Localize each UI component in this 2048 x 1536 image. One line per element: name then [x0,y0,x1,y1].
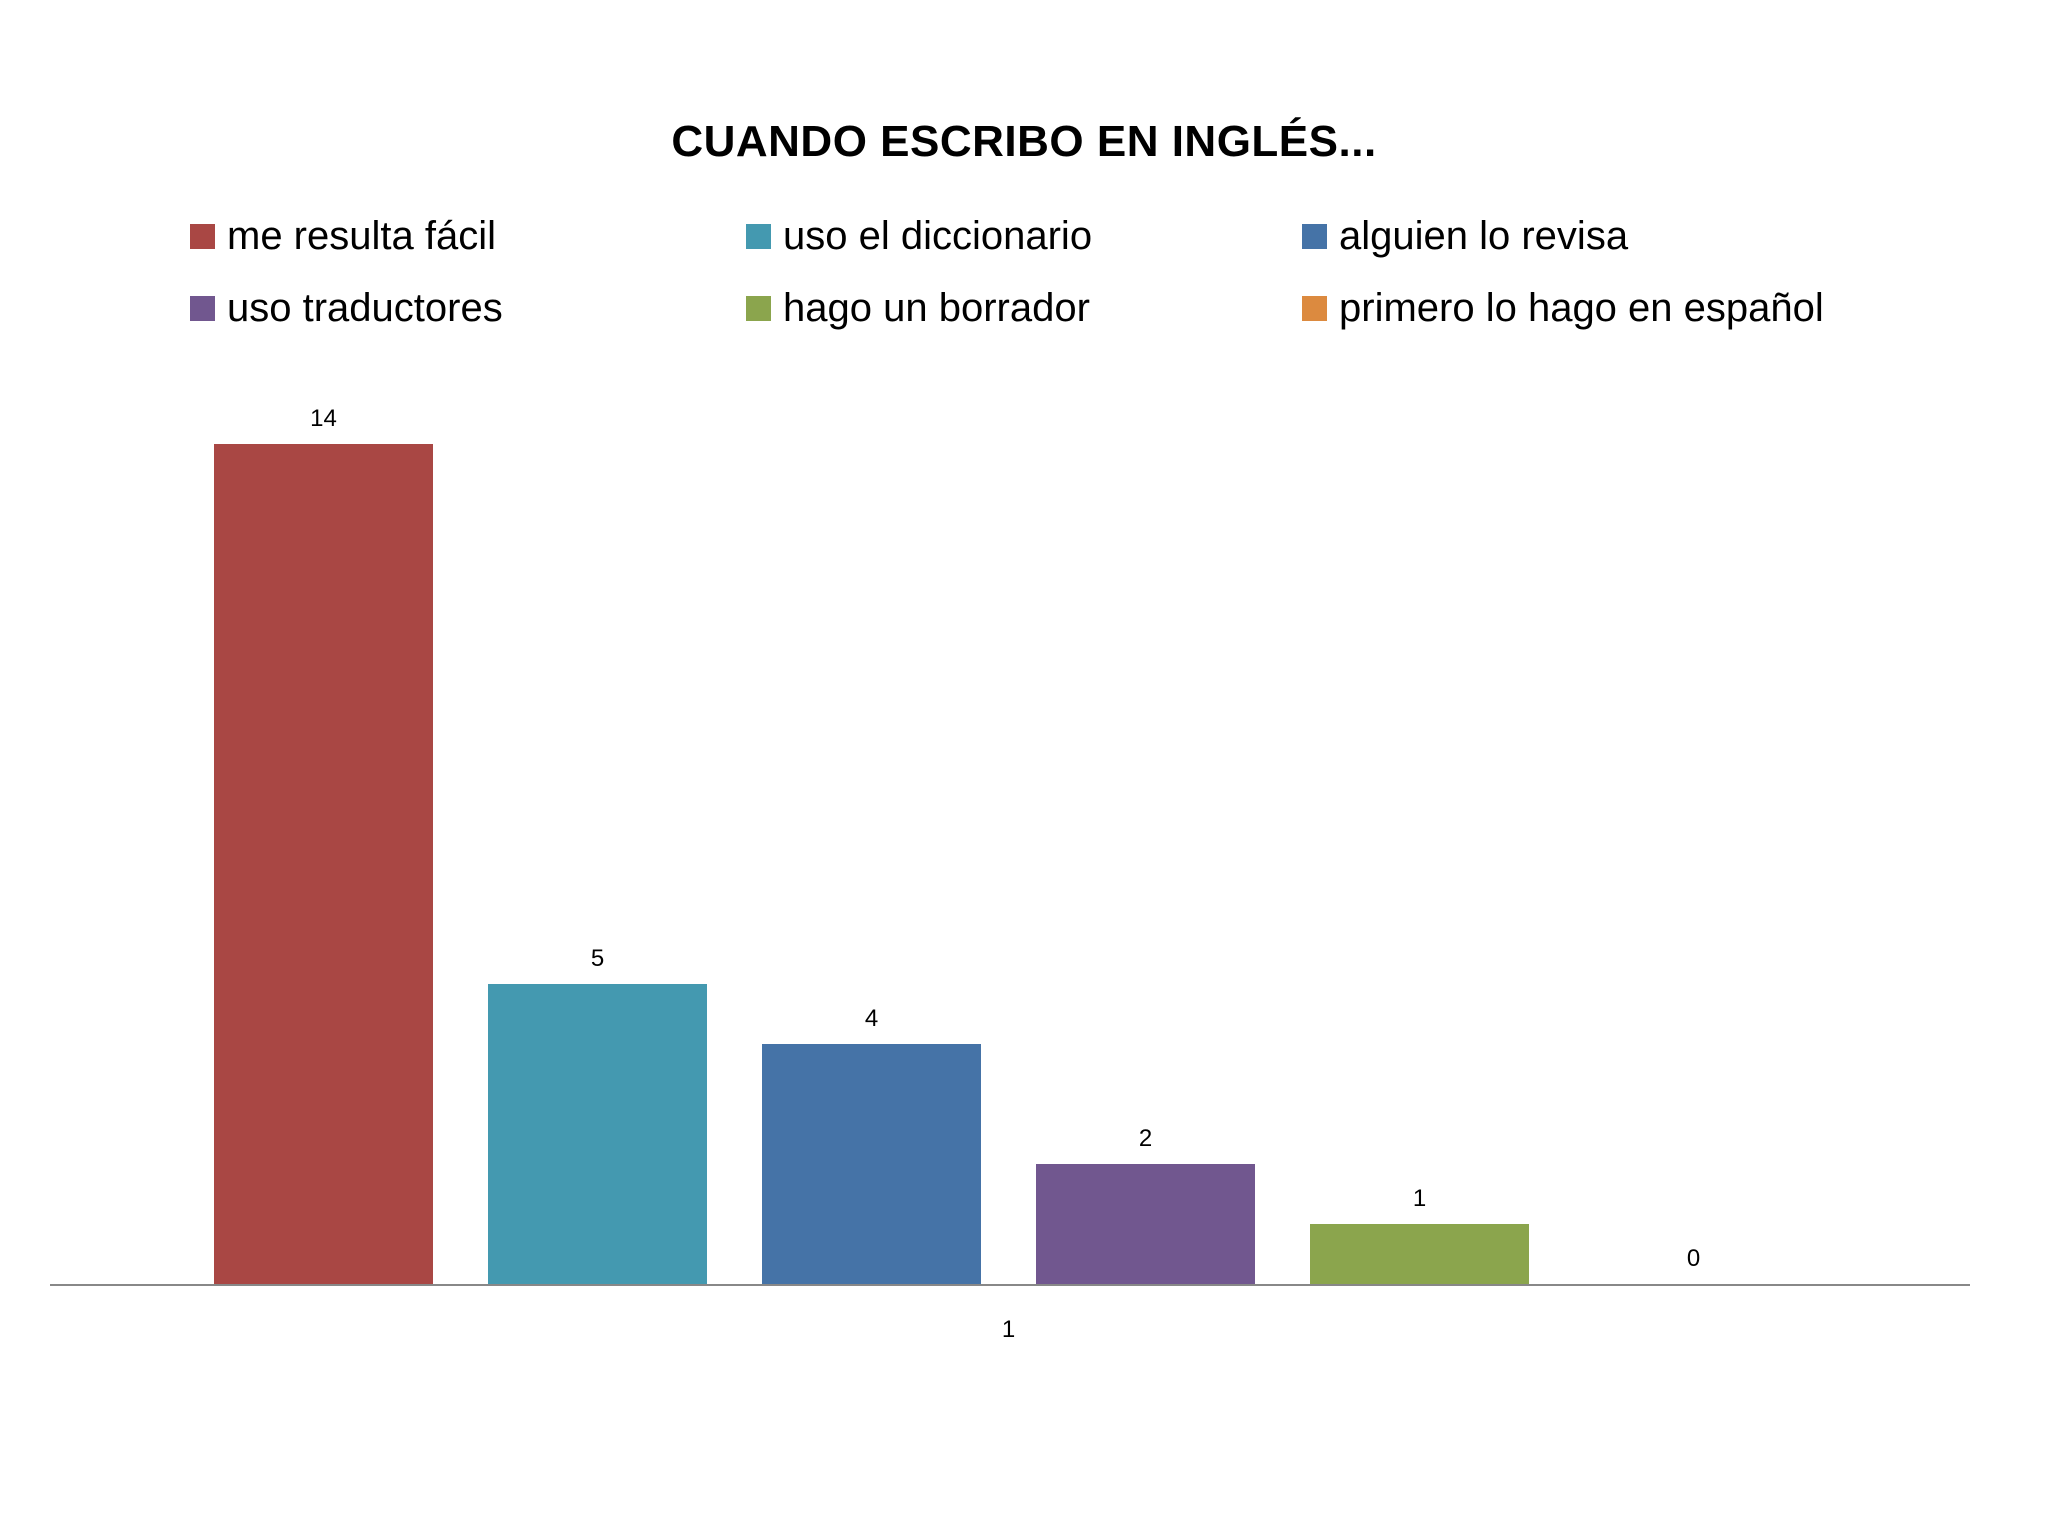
chart-title: CUANDO ESCRIBO EN INGLÉS... [671,117,1377,166]
data-label-2: 5 [591,945,604,972]
data-label-4: 2 [1139,1125,1152,1152]
legend-swatch [190,295,215,321]
legend-item-alguien-lo-revisa: alguien lo revisa [1302,212,1910,260]
legend-label: uso traductores [227,286,503,330]
legend-label: alguien lo revisa [1339,214,1629,258]
bar-4 [1036,1164,1255,1284]
legend: me resulta fácil uso el diccionario algu… [190,200,1910,344]
legend-item-me-resulta-facil: me resulta fácil [190,212,746,260]
legend-label: primero lo hago en español [1339,286,1824,330]
data-label-6: 0 [1687,1245,1700,1272]
legend-swatch [746,223,771,249]
legend-label: hago un borrador [783,286,1090,330]
bar-3 [762,1044,981,1284]
bar-chart: 14 5 4 2 1 0 1 [50,405,1970,1343]
legend-swatch [746,295,771,321]
legend-label: uso el diccionario [783,214,1093,258]
legend-swatch [190,223,215,249]
data-label-5: 1 [1413,1185,1426,1212]
bar-2 [488,984,707,1284]
bar-1 [214,444,433,1284]
legend-item-uso-el-diccionario: uso el diccionario [746,212,1302,260]
data-label-1: 14 [310,405,337,432]
bar-5 [1310,1224,1529,1284]
legend-item-hago-un-borrador: hago un borrador [746,284,1302,332]
x-tick-label: 1 [1002,1316,1015,1343]
legend-item-primero-lo-hago-en-espanol: primero lo hago en español [1302,284,1910,332]
legend-label: me resulta fácil [227,214,496,258]
legend-swatch [1302,223,1327,249]
legend-item-uso-traductores: uso traductores [190,284,746,332]
plot-area: 14 5 4 2 1 0 1 [50,360,1970,1510]
legend-swatch [1302,295,1327,321]
data-label-3: 4 [865,1005,878,1032]
